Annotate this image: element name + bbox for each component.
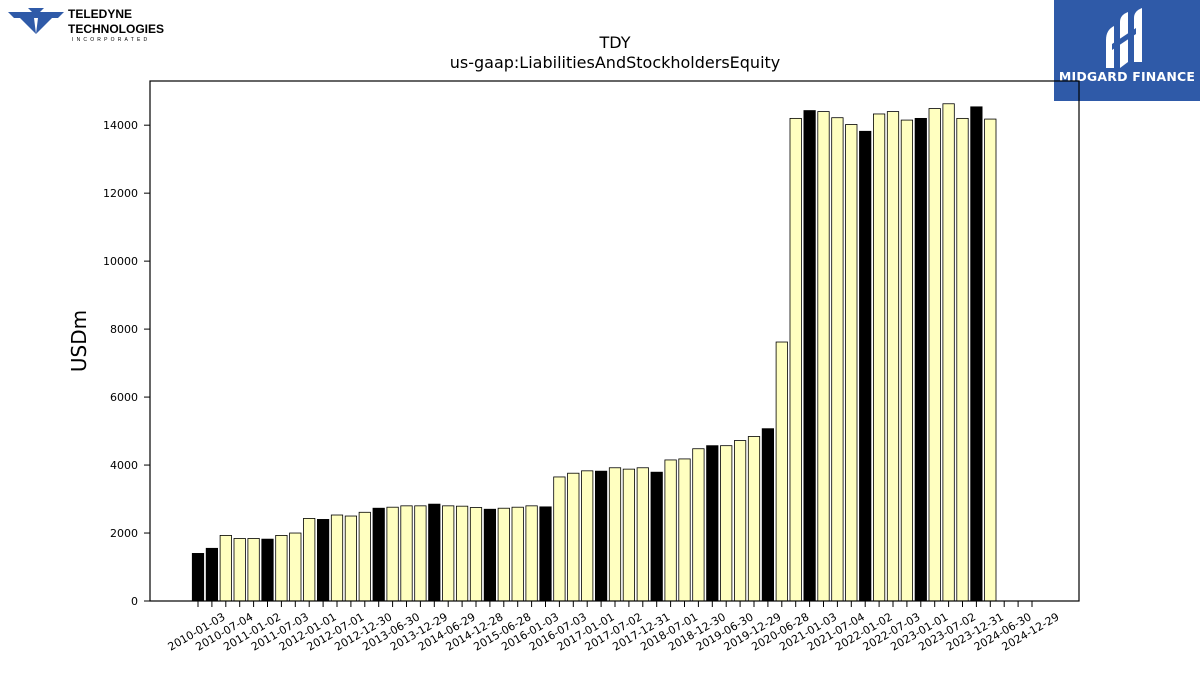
bar-2021-01-03 [803, 110, 816, 602]
bar-2012-01-01 [303, 518, 316, 602]
bar-2020-03-29 [761, 428, 775, 602]
y-tick-label: 10000 [103, 255, 138, 268]
y-axis-label: USDm [67, 310, 91, 372]
bar-2022-01-02 [859, 130, 872, 602]
bar-2021-07-04 [831, 117, 844, 602]
bar-2022-07-03 [886, 111, 900, 602]
bar-2019-09-29 [734, 440, 747, 602]
bar-2017-10-01 [622, 468, 636, 602]
bar-2013-09-29 [400, 505, 413, 602]
bar-2015-06-28 [497, 507, 510, 602]
bar-2023-04-02 [928, 108, 941, 602]
y-tick-label: 6000 [110, 391, 138, 404]
y-tick-label: 4000 [110, 459, 138, 472]
bar-2010-04-04 [205, 547, 218, 602]
bar-2011-04-03 [261, 538, 274, 602]
y-tick-label: 8000 [110, 323, 138, 336]
bar-2019-12-29 [747, 436, 761, 602]
logo-line2: TECHNOLOGIES [68, 22, 164, 36]
bar-2018-12-30 [692, 448, 705, 602]
bar-2017-12-31 [636, 467, 649, 602]
bar-2023-01-01 [914, 117, 927, 602]
bar-2012-07-01 [330, 514, 344, 602]
teledyne-logo-mark-icon: TELEDYNE TECHNOLOGIES INCORPORATED [8, 7, 164, 43]
bar-2021-04-04 [817, 111, 830, 602]
bar-2017-04-02 [595, 470, 608, 602]
logo-line3: INCORPORATED [72, 37, 150, 43]
bar-2012-12-30 [358, 511, 371, 602]
bar-2013-06-30 [386, 506, 399, 602]
bars-group [191, 103, 997, 602]
bar-2022-10-02 [900, 119, 914, 602]
bar-2011-01-02 [247, 538, 260, 602]
y-tick-label: 12000 [103, 187, 138, 200]
bar-2024-03-31 [984, 118, 997, 602]
midgard-logo-mark-icon [1106, 8, 1142, 68]
chart-title: TDY [599, 33, 631, 52]
plot-frame [149, 80, 1080, 602]
bar-2014-03-30 [428, 503, 441, 602]
bar-2015-09-27 [511, 506, 524, 602]
bar-2016-07-03 [553, 476, 566, 602]
bar-2022-04-03 [873, 113, 886, 602]
bar-2013-03-31 [372, 507, 385, 602]
chart-subtitle: us-gaap:LiabilitiesAndStockholdersEquity [450, 53, 781, 72]
y-tick-label: 0 [131, 595, 138, 608]
bar-2023-10-01 [956, 117, 969, 602]
y-tick-label: 2000 [110, 527, 138, 540]
bar-2014-12-28 [469, 507, 483, 602]
bar-2015-03-29 [483, 508, 497, 602]
bar-2020-06-28 [775, 341, 788, 602]
bar-2019-06-30 [720, 445, 733, 602]
bar-2021-10-03 [845, 124, 858, 602]
bar-2012-09-30 [344, 515, 358, 602]
bar-2014-09-28 [455, 505, 469, 602]
midgard-finance-logo: MIDGARD FINANCE [1054, 0, 1200, 101]
bar-2023-07-02 [942, 103, 955, 602]
y-axis: 0 2000 4000 6000 8000 10000 12000 14000 [103, 119, 150, 608]
bar-2013-12-29 [414, 505, 427, 602]
bar-2012-04-01 [316, 519, 330, 602]
bar-2011-07-03 [275, 535, 288, 602]
bar-2019-03-31 [706, 445, 719, 602]
midgard-brand-text: MIDGARD FINANCE [1058, 69, 1196, 84]
bar-2011-10-02 [289, 532, 302, 602]
bar-2020-09-27 [789, 117, 802, 602]
bar-2016-01-03 [525, 505, 538, 602]
bar-2018-04-01 [650, 471, 663, 602]
bar-2018-09-30 [678, 458, 691, 602]
bar-2018-07-01 [664, 459, 677, 602]
bar-2010-01-03 [191, 553, 205, 602]
bar-2017-01-01 [581, 470, 594, 602]
bar-2017-07-02 [608, 467, 622, 602]
logo-line1: TELEDYNE [68, 7, 132, 21]
teledyne-logo: TELEDYNE TECHNOLOGIES INCORPORATED [6, 4, 176, 44]
bar-2010-10-03 [233, 538, 246, 602]
y-tick-label: 14000 [103, 119, 138, 132]
bar-2023-12-31 [970, 106, 983, 602]
x-axis: 2010-01-032010-07-042011-01-022011-07-03… [166, 601, 1062, 654]
bar-2016-10-02 [567, 472, 580, 602]
bar-2016-04-03 [539, 506, 552, 602]
bar-2010-07-04 [219, 535, 232, 602]
bar-2014-06-29 [442, 505, 455, 602]
